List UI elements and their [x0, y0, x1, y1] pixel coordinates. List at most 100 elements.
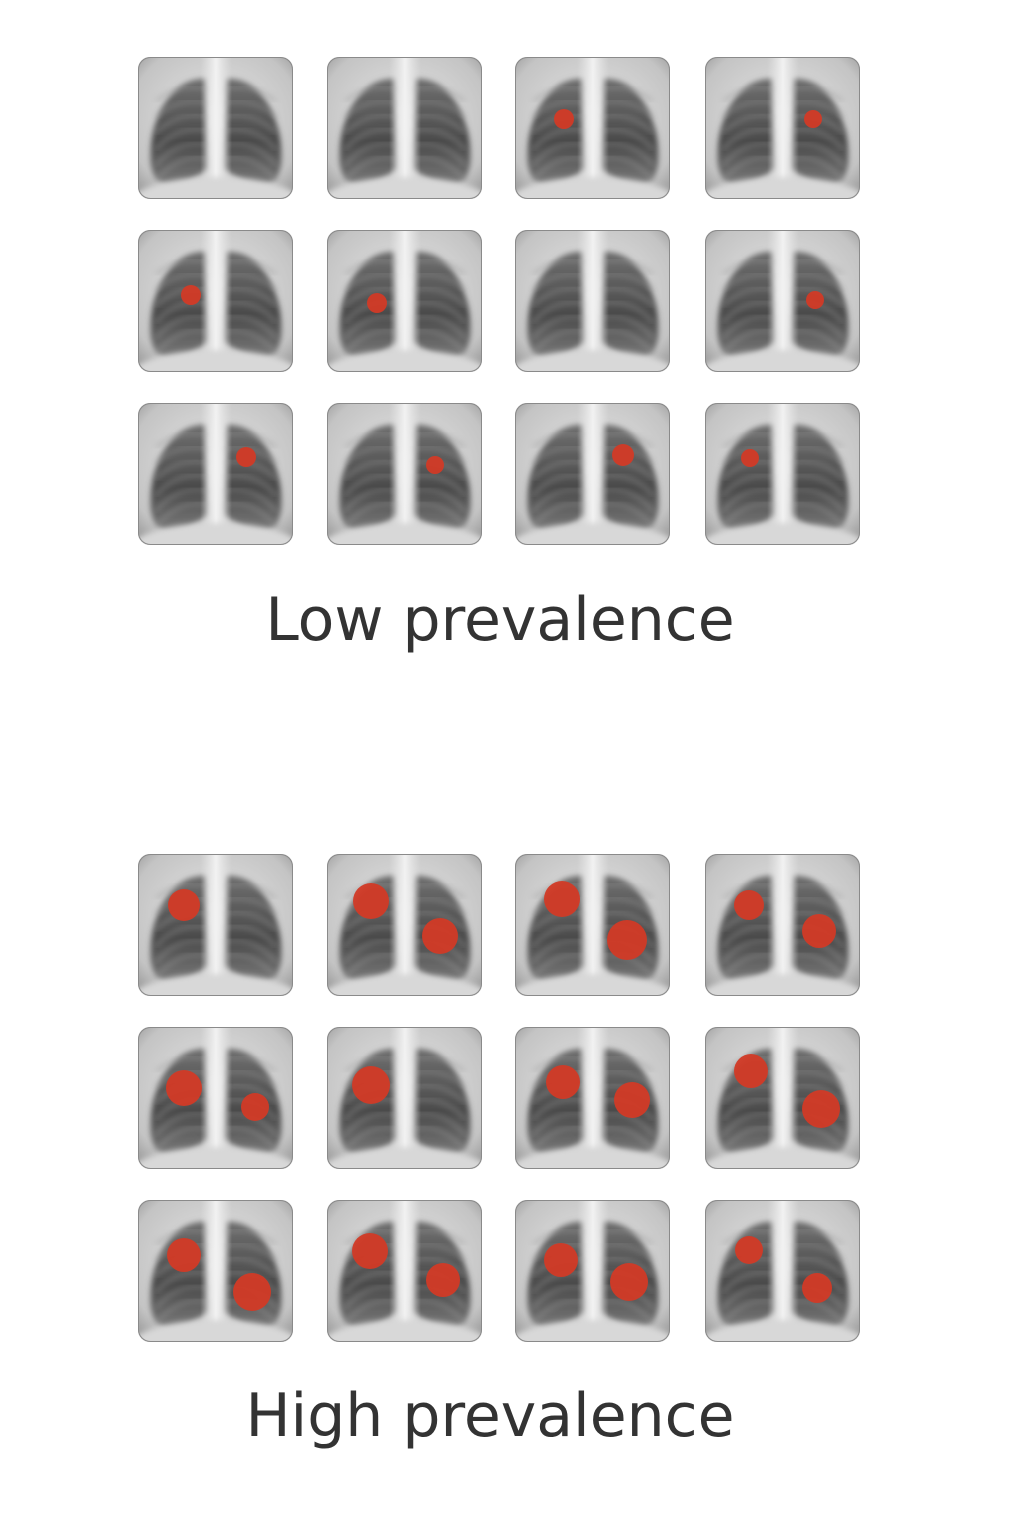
frame [327, 1027, 482, 1169]
diaphragm [705, 523, 860, 545]
frame [515, 1200, 670, 1342]
x-ray-image [515, 403, 670, 545]
spine [577, 1027, 609, 1169]
spine [200, 57, 232, 199]
x-ray-image [515, 230, 670, 372]
spine [577, 57, 609, 199]
x-ray-image [705, 854, 860, 996]
spine [200, 1027, 232, 1169]
diaphragm [138, 350, 293, 372]
x-ray-thumbnail [515, 57, 670, 199]
frame [138, 854, 293, 996]
nodule-marker [607, 920, 647, 960]
x-ray-thumbnail [515, 230, 670, 372]
nodule-marker [426, 1263, 460, 1297]
nodule-marker [546, 1065, 580, 1099]
x-ray-thumbnail [515, 403, 670, 545]
nodule-marker [166, 1070, 202, 1106]
x-ray-image [327, 57, 482, 199]
nodule-marker [612, 444, 634, 466]
x-ray-image [515, 1200, 670, 1342]
nodule-marker [544, 881, 580, 917]
nodule-marker [806, 291, 824, 309]
diaphragm [138, 1147, 293, 1169]
x-ray-thumbnail [327, 1027, 482, 1169]
nodule-marker [741, 449, 759, 467]
nodule-marker [544, 1243, 578, 1277]
diaphragm [515, 350, 670, 372]
nodule-marker [352, 1233, 388, 1269]
x-ray-thumbnail [705, 1027, 860, 1169]
diaphragm [138, 1320, 293, 1342]
spine [389, 403, 421, 545]
frame [138, 1027, 293, 1169]
x-ray-image [138, 1200, 293, 1342]
x-ray-image [138, 403, 293, 545]
spine [767, 1027, 799, 1169]
diaphragm [327, 1147, 482, 1169]
nodule-marker [554, 109, 574, 129]
x-ray-image [705, 57, 860, 199]
diaphragm [705, 1147, 860, 1169]
x-ray-thumbnail [515, 1200, 670, 1342]
nodule-marker [735, 1236, 763, 1264]
nodule-marker [233, 1273, 271, 1311]
x-ray-thumbnail [705, 230, 860, 372]
nodule-marker [181, 285, 201, 305]
x-ray-thumbnail [327, 854, 482, 996]
spine [389, 854, 421, 996]
nodule-marker [610, 1263, 648, 1301]
diaphragm [705, 350, 860, 372]
spine [767, 403, 799, 545]
nodule-marker [236, 447, 256, 467]
spine [767, 57, 799, 199]
spine [767, 854, 799, 996]
frame [138, 1200, 293, 1342]
x-ray-thumbnail [515, 1027, 670, 1169]
frame [327, 57, 482, 199]
nodule-marker [367, 293, 387, 313]
spine [577, 403, 609, 545]
nodule-marker [422, 918, 458, 954]
x-ray-thumbnail [515, 854, 670, 996]
x-ray-image [515, 854, 670, 996]
x-ray-image [327, 1027, 482, 1169]
frame [515, 1027, 670, 1169]
spine [200, 403, 232, 545]
diaphragm [515, 974, 670, 996]
frame [705, 1027, 860, 1169]
spine [389, 1027, 421, 1169]
x-ray-image [327, 854, 482, 996]
x-ray-image [138, 1027, 293, 1169]
diaphragm [138, 177, 293, 199]
x-ray-thumbnail [138, 1200, 293, 1342]
x-ray-image [138, 57, 293, 199]
diaphragm [327, 974, 482, 996]
panel-label: Low prevalence [265, 585, 734, 655]
diaphragm [515, 1147, 670, 1169]
nodule-marker [734, 1054, 768, 1088]
nodule-marker [802, 914, 836, 948]
nodule-marker [802, 1090, 840, 1128]
frame [327, 403, 482, 545]
frame [327, 230, 482, 372]
diaphragm [515, 523, 670, 545]
spine [200, 230, 232, 372]
frame [705, 230, 860, 372]
diaphragm [515, 177, 670, 199]
spine [577, 854, 609, 996]
frame [515, 230, 670, 372]
frame [705, 57, 860, 199]
frame [138, 403, 293, 545]
diaphragm [138, 974, 293, 996]
nodule-marker [804, 110, 822, 128]
spine [389, 1200, 421, 1342]
diaphragm [705, 1320, 860, 1342]
x-ray-image [515, 57, 670, 199]
x-ray-thumbnail [705, 1200, 860, 1342]
x-ray-thumbnail [705, 403, 860, 545]
x-ray-thumbnail [705, 57, 860, 199]
panel-label: High prevalence [245, 1381, 734, 1451]
spine [767, 1200, 799, 1342]
